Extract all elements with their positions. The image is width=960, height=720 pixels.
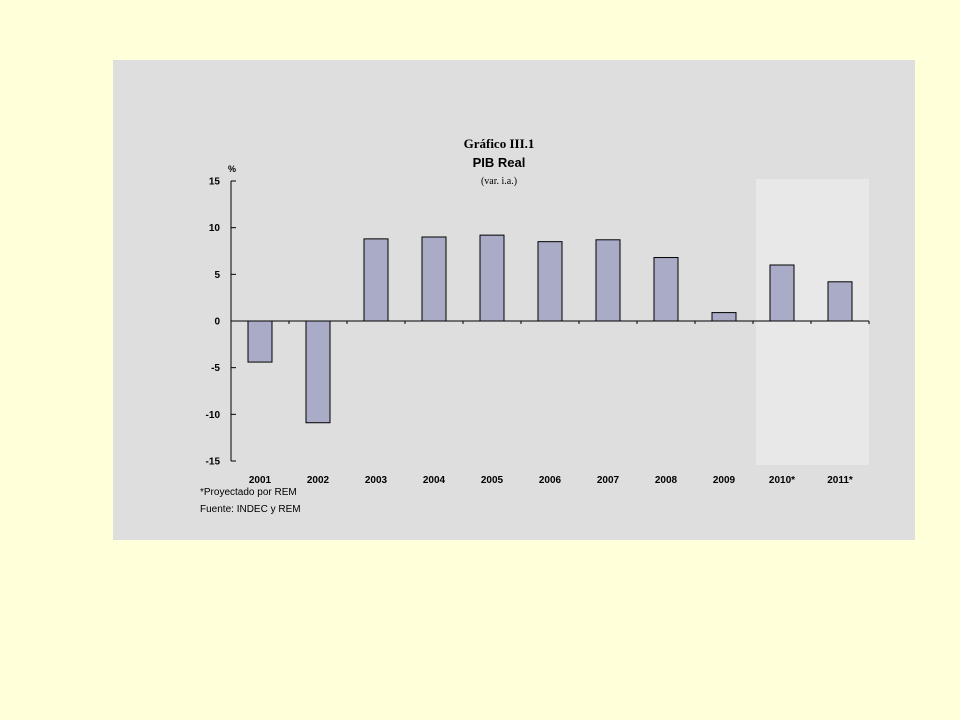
y-tick-label: 5: [214, 270, 220, 281]
bar-2007: [595, 239, 621, 322]
x-tick-label: 2011*: [827, 475, 853, 486]
x-tick-label: 2003: [365, 475, 388, 486]
source-note: Fuente: INDEC y REM: [200, 504, 301, 515]
chart-title: Gráfico III.1: [464, 136, 535, 151]
chart-panel: Gráfico III.1 PIB Real (var. i.a.) % 15 1…: [113, 60, 915, 540]
bar-2011: [827, 281, 853, 322]
bar-2002: [305, 320, 331, 424]
bar-2003: [363, 238, 389, 322]
y-tick-label: 10: [209, 223, 221, 234]
y-tick-label: 15: [209, 177, 221, 188]
bar-chart: Gráfico III.1 PIB Real (var. i.a.) % 15 1…: [206, 136, 870, 486]
x-tick-label: 2010*: [769, 475, 795, 486]
projection-band: [756, 179, 869, 465]
y-tick-label: -10: [206, 410, 221, 421]
x-tick-label: 2004: [423, 475, 446, 486]
x-tick-label: 2006: [539, 475, 562, 486]
projection-note: *Proyectado por REM: [200, 487, 297, 498]
bar-2010: [769, 264, 795, 322]
y-axis-label: %: [228, 164, 236, 174]
bar-2009: [711, 312, 737, 322]
x-tick-label: 2009: [713, 475, 736, 486]
chart-unit-note: (var. i.a.): [481, 176, 517, 187]
x-tick-label: 2002: [307, 475, 330, 486]
bar-2006: [537, 241, 563, 322]
x-tick-label: 2007: [597, 475, 620, 486]
bar-2008: [653, 257, 679, 322]
chart-subtitle: PIB Real: [473, 155, 526, 170]
y-tick-label: -15: [206, 457, 221, 468]
bar-2004: [421, 236, 447, 322]
x-tick-label: 2008: [655, 475, 678, 486]
x-tick-label: 2001: [249, 475, 272, 486]
x-tick-label: 2005: [481, 475, 504, 486]
y-tick-label: 0: [214, 317, 220, 328]
bar-2001: [247, 320, 273, 363]
bar-2005: [479, 234, 505, 322]
y-tick-label: -5: [211, 363, 220, 374]
